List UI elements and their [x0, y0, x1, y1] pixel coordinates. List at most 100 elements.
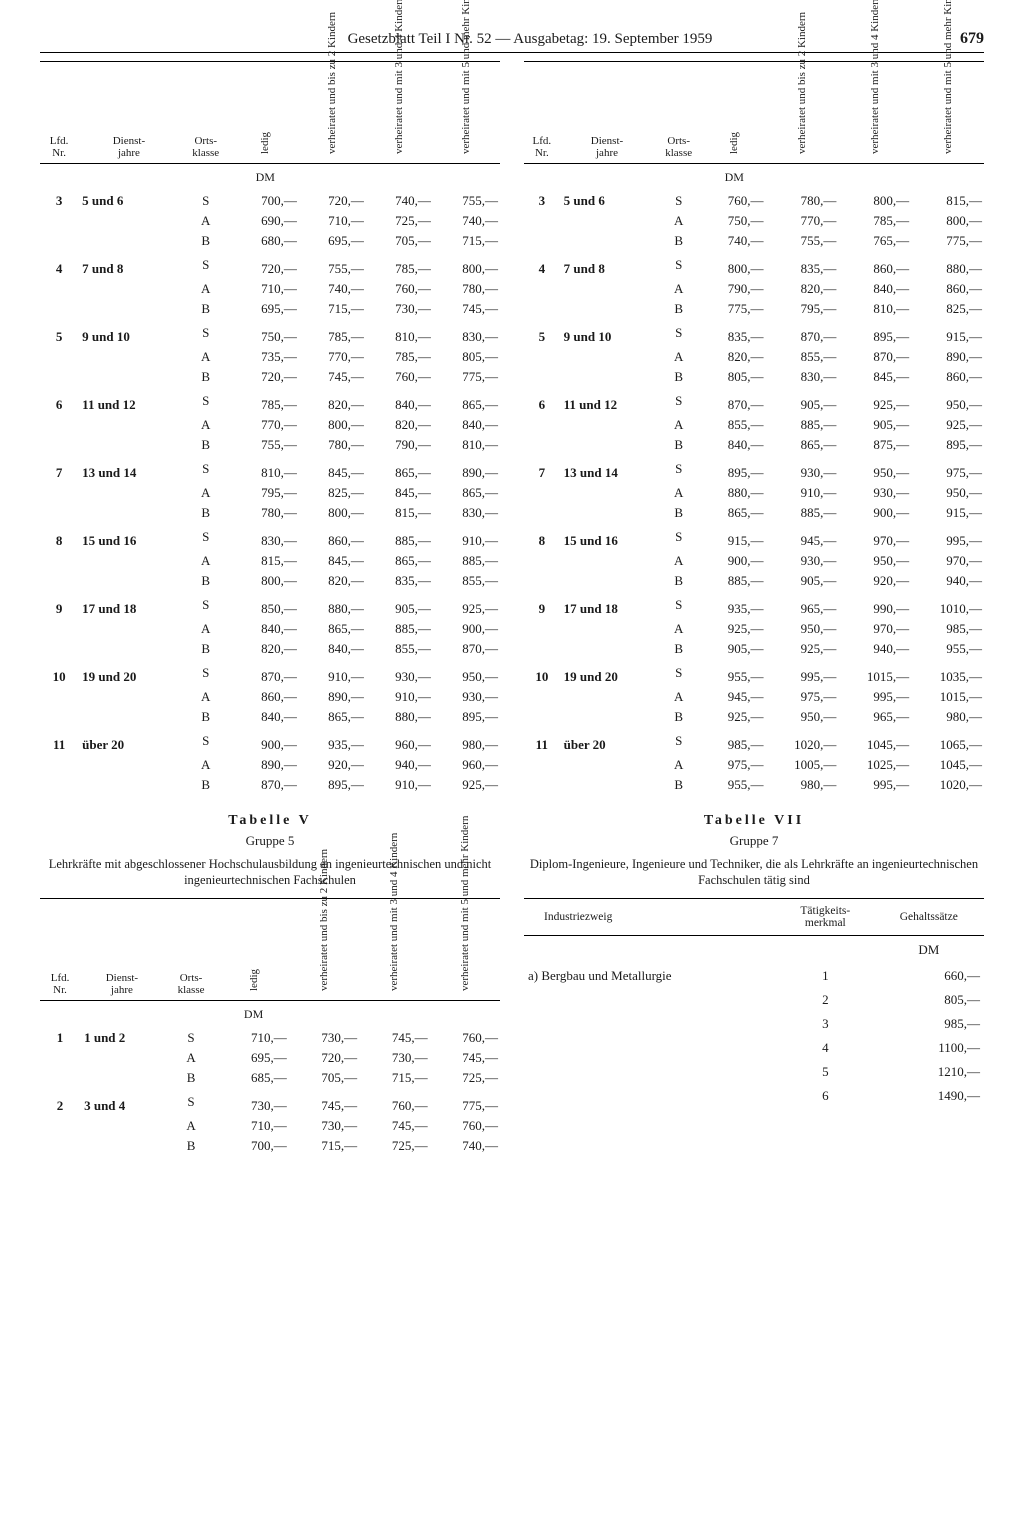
table-row: A795,—825,—845,—865,—	[40, 483, 500, 503]
th-ledig: ledig	[218, 899, 288, 1001]
cell-lfd: 2	[40, 1088, 80, 1116]
cell-lfd	[524, 279, 560, 299]
cell-lfd	[40, 299, 78, 319]
cell-value: 745,—	[289, 1088, 359, 1116]
cell-dienstjahre: 15 und 16	[78, 523, 180, 551]
cell-value: 920,—	[838, 571, 911, 591]
tbody-right-top: DM35 und 6S760,—780,—800,—815,—A750,—770…	[524, 164, 984, 796]
header-title: Gesetzblatt Teil I Nr. 52 — Ausgabetag: …	[40, 31, 960, 48]
section-desc-left: Lehrkräfte mit abgeschlossener Hochschul…	[40, 857, 500, 888]
cell-value: 710,—	[299, 211, 366, 231]
cell-lfd	[40, 775, 78, 795]
table-row: 23 und 4S730,—745,—760,—775,—	[40, 1088, 500, 1116]
table-row: 35 und 6S700,—720,—740,—755,—	[40, 191, 500, 211]
cell-value: 895,—	[299, 775, 366, 795]
cell-dienstjahre	[78, 347, 180, 367]
cell-value: 855,—	[433, 571, 500, 591]
cell-value: 815,—	[232, 551, 299, 571]
table-row: 59 und 10S835,—870,—895,—915,—	[524, 319, 984, 347]
cell-value: 705,—	[289, 1068, 359, 1088]
cell-lfd	[40, 367, 78, 387]
cell-value: 925,—	[703, 619, 766, 639]
cell-value: 815,—	[366, 503, 433, 523]
cell-value: 1035,—	[911, 659, 984, 687]
table-row: B695,—715,—730,—745,—	[40, 299, 500, 319]
cell-value: 900,—	[433, 619, 500, 639]
cell-value: 975,—	[911, 455, 984, 483]
cell-value: 950,—	[766, 619, 839, 639]
cell-value: 895,—	[433, 707, 500, 727]
table-row: B840,—865,—875,—895,—	[524, 435, 984, 455]
cell-dienstjahre	[78, 551, 180, 571]
cell-value: 1020,—	[766, 727, 839, 755]
cell-ortsklasse: B	[180, 299, 232, 319]
cell-ortsklasse: A	[164, 1048, 219, 1068]
table-row: A815,—845,—865,—885,—	[40, 551, 500, 571]
cell-value: 760,—	[703, 191, 766, 211]
th-verh2: verheiratet und bis zu 2 Kindern	[289, 899, 359, 1001]
cell-value: 1005,—	[766, 755, 839, 775]
cell-ortsklasse: A	[180, 211, 232, 231]
cell-lfd	[40, 231, 78, 251]
table-row: B865,—885,—900,—915,—	[524, 503, 984, 523]
cell-value: 810,—	[232, 455, 299, 483]
cell-dienstjahre	[560, 503, 655, 523]
table-row: 11über 20S985,—1020,—1045,—1065,—	[524, 727, 984, 755]
cell-value: 760,—	[366, 279, 433, 299]
cell-lfd	[40, 707, 78, 727]
cell-value: 910,—	[433, 523, 500, 551]
cell-ortsklasse: A	[180, 755, 232, 775]
cell-value: 705,—	[366, 231, 433, 251]
cell-ortsklasse: B	[180, 707, 232, 727]
cell-value: 1015,—	[838, 659, 911, 687]
cell-ortsklasse: S	[654, 251, 703, 279]
cell-value: 830,—	[766, 367, 839, 387]
cell-value: 905,—	[838, 415, 911, 435]
section-title-right: Tabelle VII	[524, 813, 984, 829]
table-row: A945,—975,—995,—1015,—	[524, 687, 984, 707]
table-row: A975,—1005,—1025,—1045,—	[524, 755, 984, 775]
cell-dienstjahre	[78, 211, 180, 231]
cell-value: 775,—	[433, 367, 500, 387]
table-row: A710,—730,—745,—760,—	[40, 1116, 500, 1136]
cell-value: 740,—	[433, 211, 500, 231]
dm-label: DM	[218, 1001, 288, 1029]
cell-taetigkeit: 5	[777, 1060, 874, 1084]
cell-lfd	[40, 483, 78, 503]
cell-value: 695,—	[299, 231, 366, 251]
cell-value: 795,—	[232, 483, 299, 503]
table-row: 11über 20S900,—935,—960,—980,—	[40, 727, 500, 755]
cell-taetigkeit: 2	[777, 988, 874, 1012]
cell-value: 820,—	[366, 415, 433, 435]
cell-value: 980,—	[433, 727, 500, 755]
table-row: 59 und 10S750,—785,—810,—830,—	[40, 319, 500, 347]
cell-lfd	[40, 211, 78, 231]
cell-value: 715,—	[289, 1136, 359, 1156]
cell-dienstjahre: 19 und 20	[78, 659, 180, 687]
cell-value: 890,—	[299, 687, 366, 707]
cell-ortsklasse: S	[180, 523, 232, 551]
cell-value: 860,—	[838, 251, 911, 279]
cell-value: 925,—	[703, 707, 766, 727]
cell-ortsklasse: B	[180, 503, 232, 523]
cell-dienstjahre	[78, 231, 180, 251]
cell-value: 1025,—	[838, 755, 911, 775]
cell-value: 785,—	[232, 387, 299, 415]
cell-value: 785,—	[366, 251, 433, 279]
table-row: B955,—980,—995,—1020,—	[524, 775, 984, 795]
cell-value: 895,—	[703, 455, 766, 483]
cell-value: 835,—	[766, 251, 839, 279]
cell-value: 745,—	[430, 1048, 500, 1068]
cell-lfd	[40, 1068, 80, 1088]
cell-value: 855,—	[366, 639, 433, 659]
cell-industriezweig	[524, 1060, 777, 1084]
cell-value: 820,—	[766, 279, 839, 299]
cell-value: 975,—	[766, 687, 839, 707]
cell-value: 810,—	[366, 319, 433, 347]
cell-value: 915,—	[911, 503, 984, 523]
cell-value: 865,—	[366, 455, 433, 483]
cell-dienstjahre	[78, 299, 180, 319]
cell-value: 870,—	[232, 659, 299, 687]
cell-value: 910,—	[766, 483, 839, 503]
cell-value: 820,—	[299, 387, 366, 415]
